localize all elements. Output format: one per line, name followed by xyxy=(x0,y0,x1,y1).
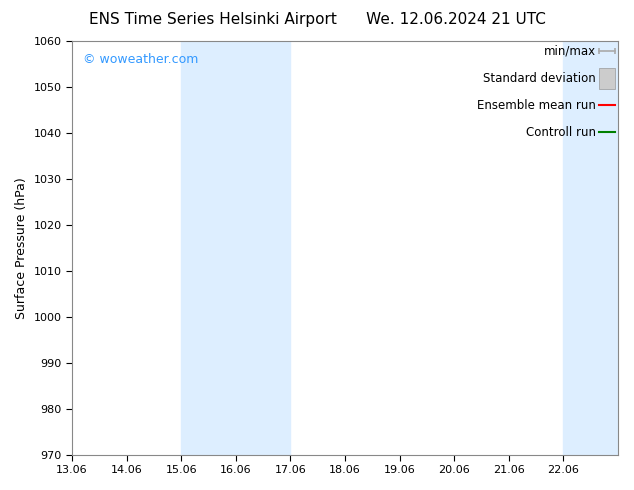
Bar xyxy=(564,41,618,455)
FancyBboxPatch shape xyxy=(599,68,615,89)
Y-axis label: Surface Pressure (hPa): Surface Pressure (hPa) xyxy=(15,177,28,318)
Text: Standard deviation: Standard deviation xyxy=(483,72,596,85)
Bar xyxy=(181,41,290,455)
Text: Ensemble mean run: Ensemble mean run xyxy=(477,98,596,112)
Text: min/max: min/max xyxy=(544,45,596,58)
Text: © woweather.com: © woweather.com xyxy=(83,53,198,67)
Text: Controll run: Controll run xyxy=(526,125,596,139)
Text: ENS Time Series Helsinki Airport      We. 12.06.2024 21 UTC: ENS Time Series Helsinki Airport We. 12.… xyxy=(89,12,545,27)
